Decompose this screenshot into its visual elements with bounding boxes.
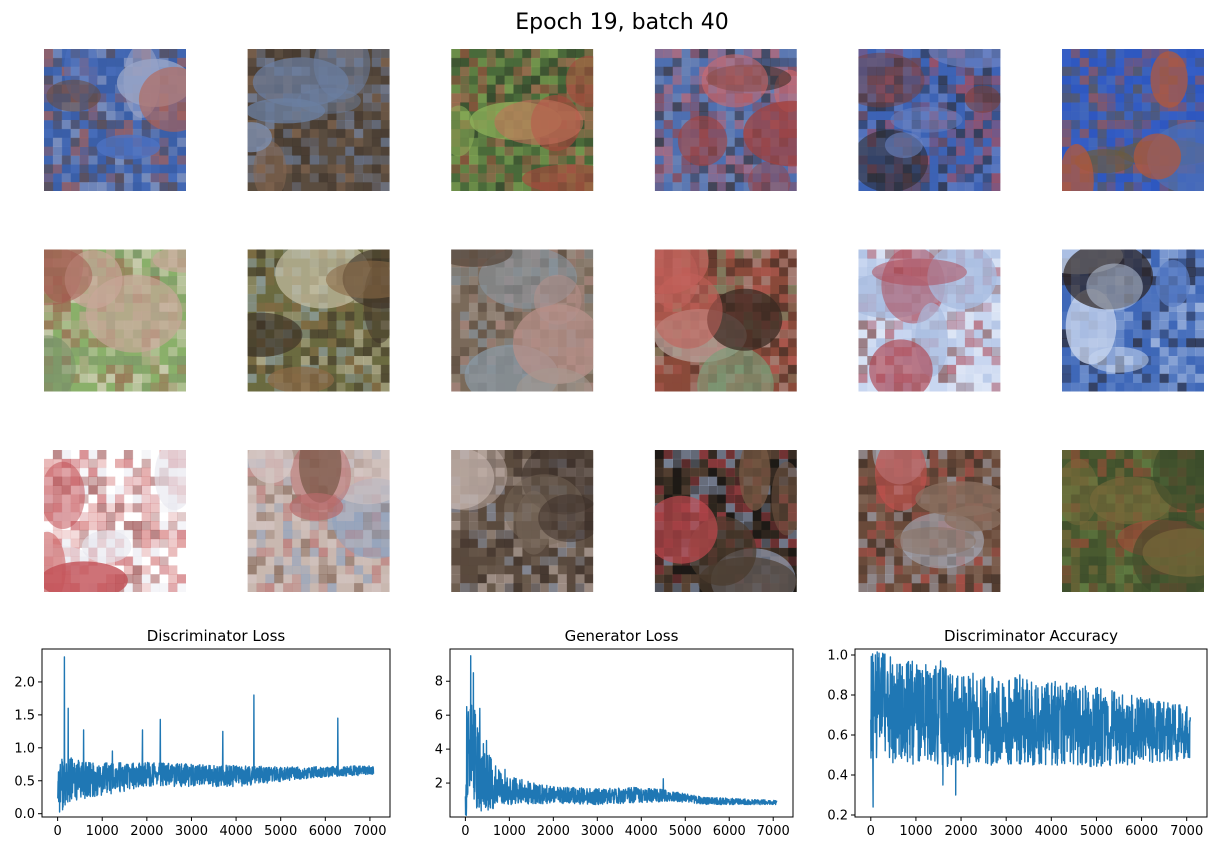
generated-sample-11	[858, 249, 1001, 392]
x-tick-label: 3000	[990, 824, 1023, 839]
x-tick-label: 5000	[264, 824, 297, 839]
chart-title: Discriminator Loss	[147, 627, 286, 645]
x-tick-label: 0	[461, 824, 469, 839]
x-tick-label: 0	[53, 824, 61, 839]
generated-sample-2	[247, 49, 390, 191]
x-tick-label: 2000	[130, 824, 163, 839]
chart-title: Discriminator Accuracy	[944, 627, 1118, 645]
generated-sample-14	[247, 450, 390, 592]
y-tick-label: 2.0	[14, 675, 35, 690]
y-tick-label: 0.2	[827, 809, 848, 824]
generated-sample-7	[44, 249, 186, 392]
y-tick-label: 2	[435, 777, 443, 792]
x-tick-label: 3000	[581, 824, 614, 839]
generated-sample-12	[1062, 249, 1204, 392]
y-tick-label: 0.6	[827, 729, 848, 744]
y-tick-label: 0.0	[14, 807, 35, 822]
chart-3: Discriminator Accuracy 0 1000 2000 3000 4000 5…	[827, 627, 1208, 839]
x-tick-label: 2000	[945, 824, 978, 839]
chart-2: Generator Loss 0 1000 2000 3000 4000 5000 6000 7…	[435, 627, 794, 839]
series-line	[870, 651, 1191, 808]
generated-sample-5	[858, 49, 1001, 191]
generated-sample-6	[1062, 49, 1204, 191]
chart-title: Generator Loss	[565, 627, 679, 645]
generated-sample-3	[451, 49, 594, 191]
series-line	[464, 655, 778, 816]
y-tick-label: 0.4	[827, 769, 848, 784]
generated-sample-15	[451, 450, 594, 592]
x-tick-label: 3000	[175, 824, 208, 839]
series-line	[57, 656, 375, 813]
x-tick-label: 1000	[899, 824, 932, 839]
chart-1: Discriminator Loss 0 1000 2000 3000 4000 5000 6…	[14, 627, 391, 839]
generated-sample-17	[858, 450, 1001, 592]
charts: Discriminator Loss 0 1000 2000 3000 4000 5000 6…	[14, 627, 1208, 839]
x-tick-label: 6000	[309, 824, 342, 839]
generated-sample-18	[1062, 450, 1204, 592]
axes-frame	[449, 648, 794, 818]
y-tick-label: 0.8	[827, 689, 848, 704]
x-tick-label: 1000	[86, 824, 119, 839]
x-tick-label: 6000	[1125, 824, 1158, 839]
y-tick-label: 1.0	[14, 741, 35, 756]
generated-sample-13	[44, 450, 186, 592]
x-tick-label: 4000	[1035, 824, 1068, 839]
x-tick-label: 2000	[537, 824, 570, 839]
axes-frame	[854, 648, 1208, 818]
axes-frame	[41, 648, 391, 818]
x-tick-label: 7000	[1170, 824, 1203, 839]
x-tick-label: 0	[867, 824, 875, 839]
generated-sample-16	[654, 450, 797, 592]
y-tick-label: 1.5	[14, 708, 35, 723]
x-tick-label: 4000	[220, 824, 253, 839]
x-tick-label: 5000	[1080, 824, 1113, 839]
y-tick-label: 1.0	[827, 649, 848, 664]
y-tick-label: 8	[435, 675, 443, 690]
generated-sample-4	[654, 49, 797, 191]
y-tick-label: 4	[435, 743, 443, 758]
generated-sample-1	[44, 49, 186, 191]
generated-sample-8	[247, 249, 390, 392]
x-tick-label: 4000	[625, 824, 658, 839]
x-tick-label: 7000	[757, 824, 790, 839]
figure-suptitle: Epoch 19, batch 40	[515, 10, 728, 35]
x-tick-label: 6000	[713, 824, 746, 839]
x-tick-label: 1000	[493, 824, 526, 839]
sample-grid	[44, 49, 1204, 592]
generated-sample-9	[451, 249, 594, 392]
generated-sample-10	[654, 249, 797, 392]
y-tick-label: 0.5	[14, 774, 35, 789]
x-tick-label: 7000	[353, 824, 386, 839]
x-tick-label: 5000	[669, 824, 702, 839]
y-tick-label: 6	[435, 709, 443, 724]
